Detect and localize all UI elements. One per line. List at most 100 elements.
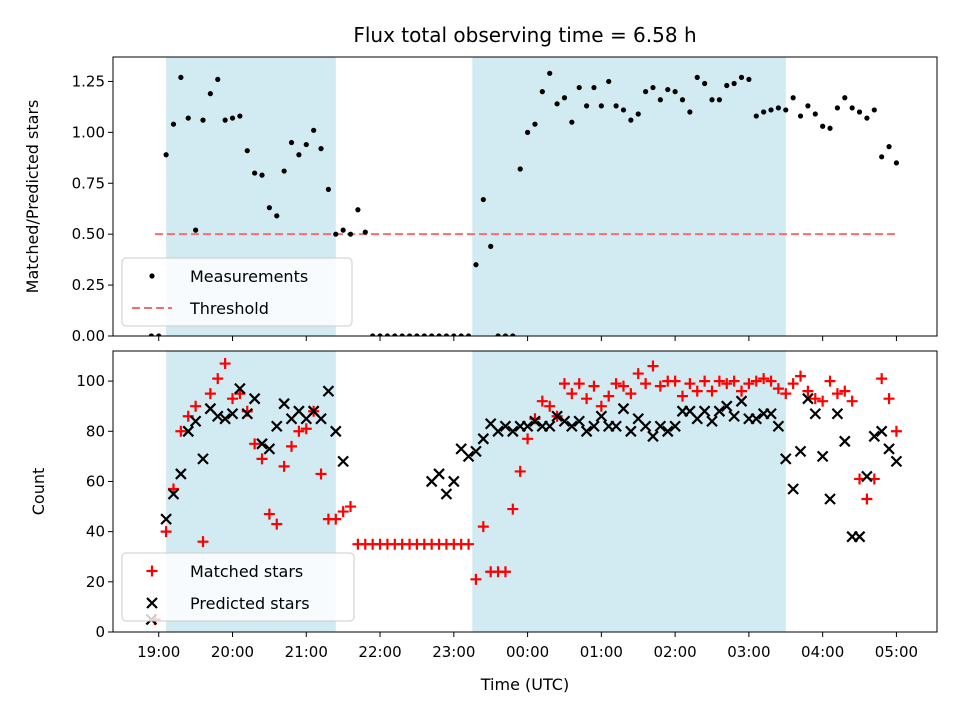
y-axis-title: Matched/Predicted stars — [23, 100, 42, 294]
data-point — [480, 196, 486, 203]
data-point — [521, 420, 534, 433]
data-point — [647, 430, 659, 443]
ratio-panel: 0.00 0.25 0.50 0.75 1.00 1.25 Matched/Predicte… — [23, 56, 938, 345]
data-point — [522, 433, 534, 445]
data-point — [507, 425, 519, 438]
data-point — [743, 378, 755, 390]
data-point — [451, 333, 457, 336]
data-point — [876, 373, 888, 385]
data-point — [436, 333, 442, 336]
data-point — [463, 538, 475, 550]
data-point — [440, 488, 453, 500]
legend: Measurements Threshold — [121, 257, 353, 327]
data-point — [617, 402, 630, 415]
data-point — [524, 129, 531, 135]
data-point — [720, 400, 733, 412]
data-point — [190, 400, 202, 412]
data-point — [330, 425, 342, 438]
data-point — [736, 385, 748, 397]
data-point — [588, 380, 600, 392]
data-point — [234, 382, 246, 395]
legend-label: Predicted stars — [190, 594, 310, 613]
data-point — [315, 412, 327, 425]
data-point — [156, 333, 162, 336]
data-point — [558, 415, 571, 428]
data-point — [330, 513, 342, 525]
data-point — [817, 395, 829, 407]
data-point — [687, 109, 693, 115]
data-point — [694, 74, 700, 80]
data-point — [293, 425, 305, 437]
plot-area — [145, 358, 903, 626]
data-point — [325, 186, 332, 192]
data-point — [775, 105, 781, 111]
data-point — [699, 375, 711, 387]
data-point — [182, 425, 195, 438]
data-point — [598, 103, 604, 109]
data-point — [477, 433, 490, 445]
data-point — [802, 385, 814, 397]
data-point — [750, 412, 763, 425]
data-point — [443, 333, 450, 336]
data-point — [212, 373, 224, 385]
data-point — [178, 74, 184, 80]
data-point — [219, 358, 231, 370]
data-point — [200, 117, 206, 123]
data-point — [406, 333, 413, 336]
y-tick-label: 20 — [86, 573, 105, 591]
data-point — [241, 407, 254, 420]
x-tick-label: 20:00 — [211, 643, 254, 661]
data-point — [824, 375, 836, 387]
data-point — [890, 425, 902, 437]
data-point — [702, 80, 708, 87]
data-point — [517, 166, 523, 172]
data-point — [259, 172, 265, 178]
data-point — [643, 89, 649, 95]
x-tick-label: 04:00 — [801, 643, 844, 661]
axes-frame — [112, 350, 938, 633]
data-point — [672, 89, 678, 95]
x-tick-label: 23:00 — [432, 643, 475, 661]
data-point — [337, 506, 349, 518]
data-point — [591, 84, 597, 91]
data-point — [433, 468, 445, 480]
data-point — [544, 400, 556, 412]
data-point — [263, 443, 276, 455]
data-point — [554, 101, 560, 107]
x-tick-label: 03:00 — [727, 643, 770, 661]
data-point — [893, 160, 900, 166]
data-point — [204, 388, 216, 400]
data-point — [783, 107, 789, 113]
data-point — [256, 453, 268, 465]
data-point — [222, 117, 228, 123]
x-tick-label: 19:00 — [137, 643, 180, 661]
data-point — [610, 420, 622, 433]
data-point — [492, 425, 504, 438]
data-point — [676, 390, 688, 402]
data-point — [160, 526, 172, 538]
data-point — [728, 375, 740, 387]
data-point — [654, 420, 667, 433]
data-point — [768, 107, 774, 113]
data-point — [581, 393, 593, 405]
data-point — [657, 97, 663, 103]
data-point — [539, 89, 545, 95]
data-point — [315, 468, 327, 480]
data-point — [716, 97, 722, 103]
data-point — [160, 513, 172, 525]
data-point — [691, 385, 703, 397]
data-point — [566, 388, 578, 400]
data-point — [189, 415, 202, 428]
data-point — [842, 95, 848, 101]
data-point — [488, 243, 494, 249]
data-point — [529, 415, 541, 428]
data-point — [713, 405, 726, 417]
data-point — [625, 388, 637, 400]
data-point — [839, 385, 851, 397]
data-point — [566, 420, 578, 433]
data-point — [502, 333, 509, 336]
data-point — [620, 107, 627, 113]
y-tick-label: 1.00 — [72, 123, 105, 141]
data-point — [229, 115, 236, 121]
data-point — [384, 333, 391, 336]
